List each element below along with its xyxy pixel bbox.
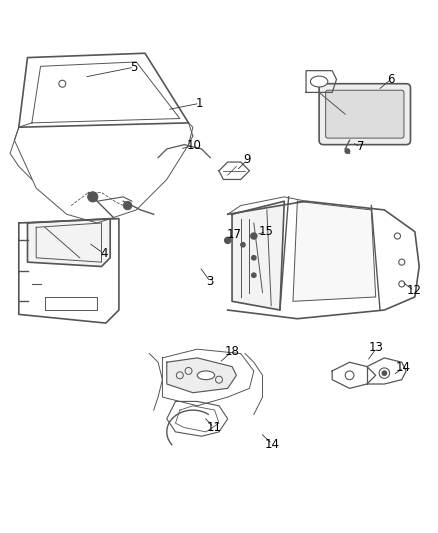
Text: 7: 7: [357, 140, 364, 154]
Text: 13: 13: [369, 342, 384, 354]
Polygon shape: [28, 219, 110, 266]
Text: 14: 14: [265, 438, 279, 450]
Text: 3: 3: [207, 275, 214, 288]
Circle shape: [252, 256, 256, 260]
FancyBboxPatch shape: [325, 90, 404, 138]
Text: 10: 10: [186, 139, 201, 152]
Circle shape: [123, 201, 132, 210]
Text: 11: 11: [206, 421, 221, 434]
Polygon shape: [167, 358, 237, 393]
Circle shape: [252, 273, 256, 277]
Circle shape: [251, 233, 257, 239]
Text: 6: 6: [387, 73, 395, 86]
Text: 4: 4: [100, 247, 107, 260]
Text: 15: 15: [258, 225, 273, 238]
Circle shape: [88, 192, 98, 202]
Text: 14: 14: [396, 361, 411, 374]
Ellipse shape: [197, 371, 215, 379]
Ellipse shape: [311, 76, 328, 87]
Circle shape: [382, 371, 387, 375]
FancyBboxPatch shape: [319, 84, 410, 144]
Polygon shape: [232, 201, 284, 310]
Text: 1: 1: [196, 97, 204, 110]
Circle shape: [345, 149, 350, 154]
Circle shape: [225, 237, 231, 244]
Polygon shape: [293, 201, 376, 301]
Text: 12: 12: [406, 284, 421, 297]
Text: 17: 17: [227, 228, 242, 241]
Circle shape: [241, 243, 245, 247]
Text: 9: 9: [244, 154, 251, 166]
Text: 5: 5: [131, 61, 138, 74]
Text: 18: 18: [225, 345, 240, 358]
